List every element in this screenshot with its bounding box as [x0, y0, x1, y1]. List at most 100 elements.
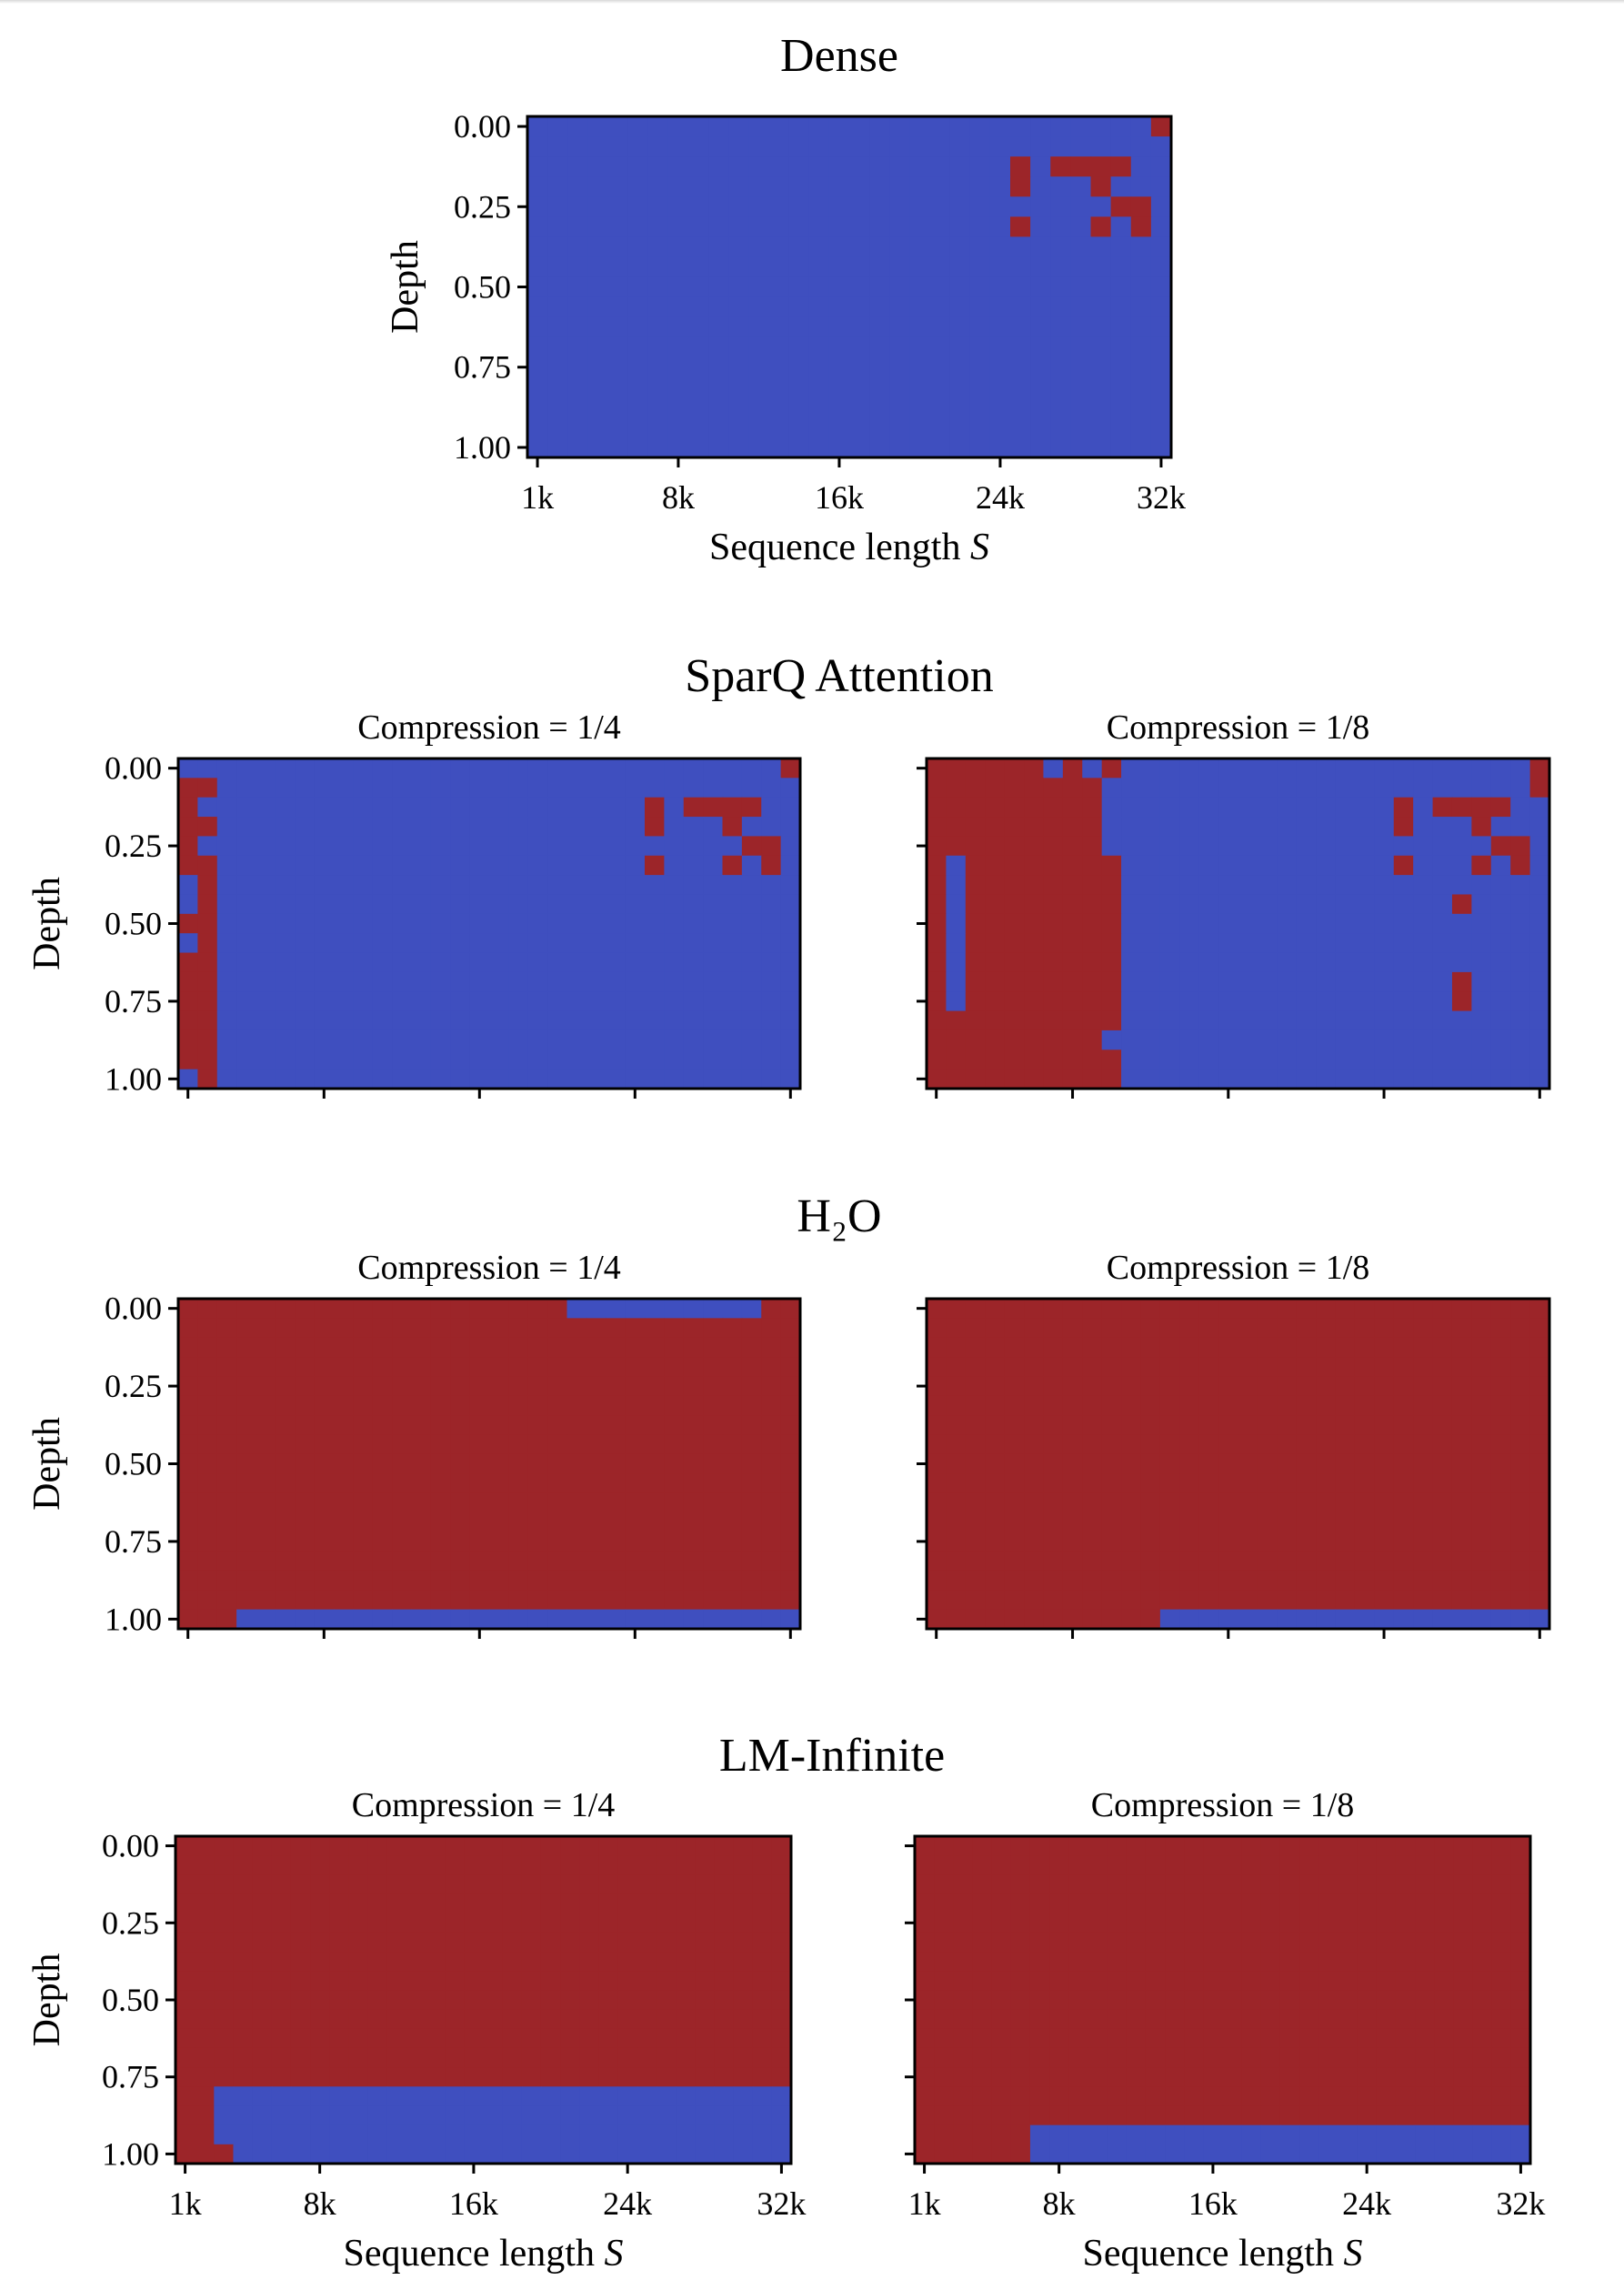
heatmap-cell	[915, 1932, 935, 1953]
heatmap-cell	[197, 1395, 218, 1416]
heatmap-cell	[1490, 1376, 1511, 1397]
heatmap-cell	[1004, 894, 1025, 915]
heatmap-cell	[464, 2144, 485, 2164]
heatmap-cell	[527, 1357, 548, 1378]
heatmap-cell	[275, 1570, 296, 1591]
heatmap-cell	[676, 2028, 696, 2049]
heatmap-cell	[1198, 991, 1219, 1012]
heatmap-cell	[703, 758, 724, 778]
heatmap-cell	[1354, 1069, 1375, 1090]
heatmap-cell	[1130, 316, 1152, 338]
heatmap-cell	[1050, 357, 1071, 378]
heatmap-cell	[236, 1395, 257, 1416]
heatmap-cell	[1451, 836, 1472, 857]
heatmap-cell	[1318, 2009, 1339, 2030]
heatmap-cell	[1029, 2086, 1050, 2107]
heatmap-cell	[178, 875, 198, 896]
heatmap-cell	[1159, 1050, 1180, 1070]
heatmap-cell	[752, 2047, 773, 2068]
heatmap-cell	[214, 2028, 235, 2049]
heatmap-cell	[1024, 1570, 1045, 1591]
heatmap-cell	[722, 797, 743, 818]
heatmap-cell	[1415, 1971, 1435, 1992]
heatmap-cell	[216, 1609, 237, 1630]
heatmap-cell	[1432, 797, 1453, 818]
heatmap-cell	[1529, 836, 1550, 857]
heatmap-cell	[579, 1874, 600, 1895]
heatmap-cell	[1050, 116, 1071, 137]
heatmap-cell	[953, 1893, 974, 1914]
heatmap-cell	[256, 1434, 276, 1455]
heatmap-cell	[271, 2028, 292, 2049]
heatmap-cell	[780, 1376, 801, 1397]
heatmap-cell	[233, 1913, 254, 1933]
heatmap-cell	[1241, 2144, 1262, 2164]
heatmap-cell	[1451, 952, 1472, 973]
heatmap-cell	[566, 1434, 587, 1455]
heatmap-cell	[256, 1010, 276, 1031]
heatmap-cell	[216, 1050, 237, 1070]
heatmap-cell	[1357, 2028, 1378, 2049]
heatmap-cell	[256, 1590, 276, 1611]
heatmap-cell	[1257, 797, 1278, 818]
heatmap-cell	[1471, 1532, 1492, 1552]
heatmap-cell	[1374, 1357, 1395, 1378]
heatmap-cell	[489, 952, 509, 973]
heatmap-cell	[586, 1570, 606, 1591]
heatmap-cell	[664, 875, 685, 896]
heatmap-cell	[598, 1893, 619, 1914]
heatmap-cell	[1471, 817, 1492, 838]
heatmap-cell	[372, 1492, 393, 1513]
heatmap-cell	[195, 1893, 215, 1914]
heatmap-cell	[1030, 216, 1051, 237]
heatmap-cell	[521, 2144, 542, 2164]
heatmap-cell	[695, 2067, 715, 2087]
heatmap-cell	[214, 1971, 235, 1992]
heatmap-cell	[606, 952, 627, 973]
heatmap-cell	[1110, 377, 1132, 398]
heatmap-cell	[645, 933, 665, 954]
heatmap-cell	[334, 1551, 354, 1572]
heatmap-cell	[1088, 2124, 1108, 2145]
heatmap-cell	[1338, 1836, 1358, 1856]
heatmap-cell	[695, 1952, 715, 1972]
heatmap-cell	[1101, 933, 1122, 954]
heatmap-cell	[1070, 176, 1092, 197]
heatmap-cell	[1043, 836, 1064, 857]
heatmap-cell	[314, 758, 335, 778]
heatmap-cell	[450, 1069, 471, 1090]
heatmap-cell	[348, 2124, 369, 2145]
heatmap-cell	[909, 256, 931, 278]
heatmap-cell	[527, 1050, 548, 1070]
heatmap-cell	[197, 778, 218, 798]
heatmap-cell	[348, 2144, 369, 2164]
heatmap-cell	[946, 933, 967, 954]
heatmap-cell	[972, 2144, 993, 2164]
heatmap-cell	[314, 1050, 335, 1070]
heatmap-cell	[1395, 1893, 1416, 1914]
heatmap-cell	[256, 1069, 276, 1090]
heatmap-cell	[985, 894, 1006, 915]
heatmap-cell	[1277, 991, 1298, 1012]
heatmap-cell	[430, 894, 451, 915]
heatmap-cell	[1241, 1990, 1262, 2011]
heatmap-cell	[1434, 1874, 1454, 1895]
heatmap-cell	[714, 1874, 735, 1895]
heatmap-cell	[771, 1971, 792, 1992]
heatmap-cell	[392, 971, 413, 992]
heatmap-cell	[372, 797, 393, 818]
heatmap-cell	[985, 1337, 1006, 1358]
heatmap-cell	[1068, 1952, 1089, 1972]
heatmap-cell	[1062, 1376, 1083, 1397]
heatmap-cell	[334, 778, 354, 798]
heatmap-cell	[1159, 1551, 1180, 1572]
heatmap-cell	[527, 1434, 548, 1455]
heatmap-cell	[703, 1010, 724, 1031]
heatmap-cell	[1218, 1492, 1239, 1513]
heatmap-cell	[1238, 758, 1258, 778]
heatmap-cell	[314, 933, 335, 954]
heatmap-cell	[1090, 377, 1112, 398]
heatmap-cell	[946, 1415, 967, 1436]
heatmap-cell	[502, 1836, 523, 1856]
heatmap-cell	[1218, 1512, 1239, 1532]
